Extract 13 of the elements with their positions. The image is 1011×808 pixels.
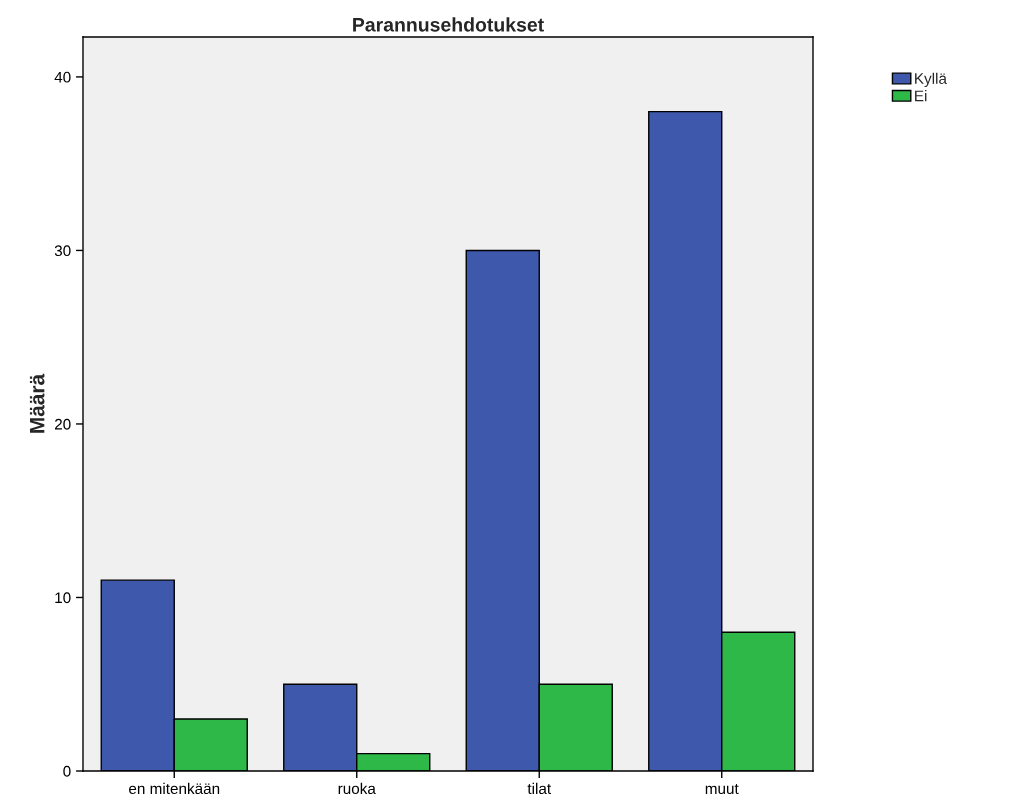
- y-tick-label: 30: [54, 245, 71, 257]
- x-tick-label: en mitenkään: [129, 782, 220, 795]
- chart-title: Parannusehdotukset: [353, 17, 544, 32]
- y-tick-label: 10: [55, 592, 71, 604]
- legend-label: Ei: [915, 90, 927, 102]
- y-tick-label: 0: [63, 765, 71, 777]
- x-tick-label: ruoka: [338, 782, 376, 795]
- legend-label: Kyllä: [915, 72, 947, 88]
- y-tick-label: 40: [54, 71, 71, 83]
- x-tick-label: muut: [705, 784, 739, 795]
- y-tick-label: 20: [54, 418, 71, 430]
- y-axis-title: Määrä: [29, 373, 45, 433]
- x-tick-label: tilat: [527, 782, 552, 795]
